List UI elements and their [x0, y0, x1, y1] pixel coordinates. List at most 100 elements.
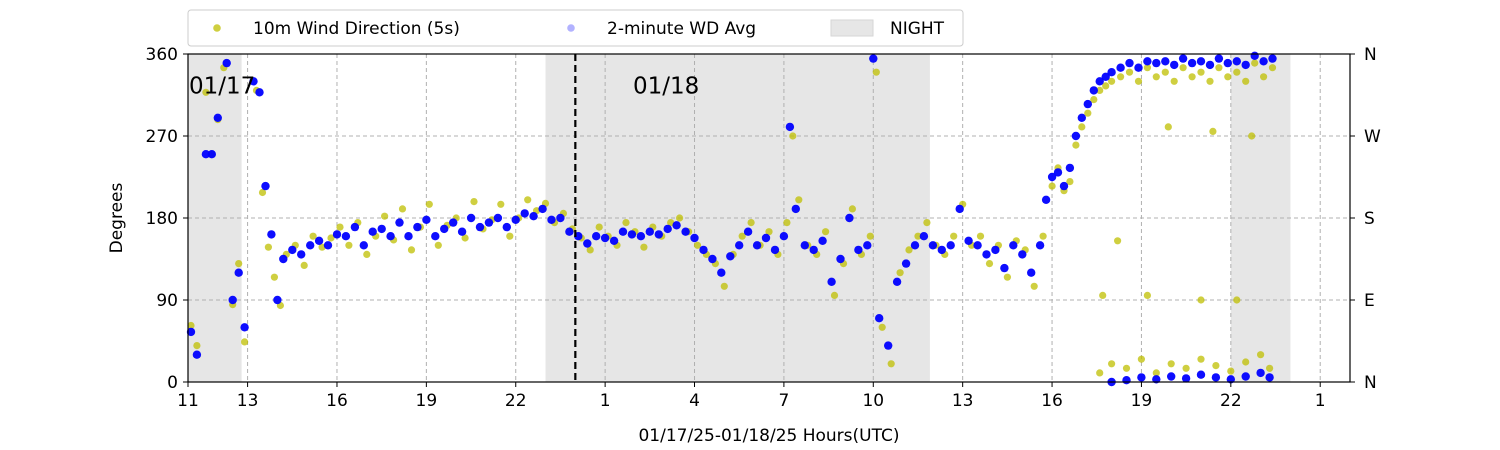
point-s0-134 [1152, 369, 1160, 377]
point-s0-93 [976, 232, 985, 240]
point-s1-80 [863, 241, 872, 250]
point-s0-149 [1197, 296, 1205, 304]
point-s1-30 [422, 215, 431, 224]
point-s1-15 [288, 245, 297, 255]
legend-box [187, 9, 964, 47]
point-s1-40 [511, 215, 520, 224]
point-s1-111 [1101, 72, 1110, 82]
point-s0-87 [923, 219, 931, 227]
x-tick-label-1: 13 [237, 391, 259, 411]
point-s1-70 [779, 232, 789, 241]
point-s0-48 [586, 246, 594, 254]
point-s1-115 [1134, 63, 1143, 72]
point-s0-84 [896, 269, 904, 277]
point-s1-140 [1241, 372, 1250, 381]
point-s1-71 [785, 122, 795, 132]
point-s1-8 [240, 323, 249, 332]
point-s1-31 [431, 232, 440, 241]
point-s0-1 [193, 342, 201, 350]
point-s1-133 [1137, 373, 1146, 382]
point-s1-101 [1041, 195, 1051, 204]
point-s0-122 [1206, 77, 1214, 85]
point-s1-129 [1259, 57, 1268, 66]
point-s0-11 [264, 243, 272, 251]
point-s0-20 [336, 223, 344, 231]
point-s0-125 [1233, 68, 1241, 76]
point-s1-126 [1232, 57, 1242, 66]
point-s1-72 [791, 204, 800, 214]
point-s0-68 [765, 228, 773, 236]
point-s0-7 [235, 260, 243, 268]
point-s1-130 [1268, 54, 1277, 63]
point-s1-46 [565, 227, 574, 236]
point-s1-94 [982, 250, 991, 259]
point-s1-99 [1027, 268, 1036, 277]
day-labels: 01/17 01/18 [189, 73, 699, 99]
point-s1-61 [699, 245, 708, 255]
x-tick-label-13: 1 [1315, 391, 1326, 411]
day-label-0: 01/17 [189, 73, 255, 99]
point-s0-148 [1248, 132, 1256, 140]
point-s0-108 [1090, 96, 1098, 104]
point-s1-132 [1122, 376, 1131, 385]
y-axis-label: Degrees [107, 182, 127, 253]
point-s0-121 [1197, 68, 1205, 76]
point-s1-76 [827, 277, 836, 286]
point-s0-110 [1102, 82, 1110, 90]
point-s0-99 [1030, 282, 1038, 290]
point-s0-135 [1167, 360, 1175, 368]
legend-marker-0 [213, 24, 221, 32]
point-s1-82 [875, 314, 884, 323]
point-s0-117 [1161, 68, 1169, 76]
point-s0-76 [830, 291, 839, 299]
point-s1-43 [538, 204, 547, 214]
legend-label-1: 2-minute WD Avg [607, 19, 756, 39]
point-s1-32 [440, 224, 449, 234]
point-s0-19 [327, 234, 335, 242]
point-s1-49 [592, 232, 601, 241]
point-s0-16 [300, 261, 308, 269]
point-s1-27 [395, 218, 404, 227]
x-tick-label-0: 11 [177, 391, 199, 411]
point-s0-114 [1134, 77, 1143, 85]
point-s0-80 [866, 232, 874, 240]
point-s0-147 [1209, 127, 1217, 135]
day-label-1: 01/18 [633, 73, 699, 99]
point-s1-52 [618, 227, 628, 236]
point-s0-63 [720, 282, 728, 290]
point-s1-134 [1152, 375, 1161, 384]
point-s1-136 [1181, 374, 1191, 383]
y2-tick-label-3: W [1364, 127, 1381, 147]
point-s1-86 [910, 241, 920, 250]
legend-marker-1 [567, 24, 575, 32]
point-s0-132 [1122, 364, 1131, 372]
x-tick-label-9: 13 [952, 391, 974, 411]
point-s1-90 [946, 241, 955, 250]
point-s1-121 [1187, 58, 1197, 68]
point-s1-125 [1223, 58, 1233, 68]
point-s1-10 [255, 88, 264, 97]
series-1 [186, 51, 1277, 387]
point-s0-126 [1242, 77, 1250, 85]
point-s0-111 [1108, 77, 1116, 85]
point-s0-131 [1108, 360, 1116, 368]
point-s1-141 [1256, 368, 1265, 378]
point-s0-17 [309, 232, 317, 240]
point-s1-116 [1143, 57, 1152, 66]
point-s1-16 [297, 250, 306, 259]
point-s0-94 [985, 260, 994, 268]
point-s1-105 [1065, 163, 1075, 173]
point-s1-120 [1178, 54, 1188, 63]
x-tick-label-5: 1 [600, 391, 611, 411]
x-tick-label-4: 22 [505, 391, 527, 411]
point-s1-37 [484, 218, 494, 227]
point-s0-52 [622, 219, 630, 227]
point-s1-139 [1226, 375, 1236, 384]
y-tick-label-4: 360 [146, 45, 178, 65]
point-s0-115 [1143, 64, 1151, 72]
point-s1-83 [884, 341, 893, 350]
point-s0-28 [407, 246, 416, 254]
point-s0-106 [1078, 123, 1086, 131]
point-s1-4 [213, 113, 222, 123]
point-s1-75 [818, 236, 827, 245]
